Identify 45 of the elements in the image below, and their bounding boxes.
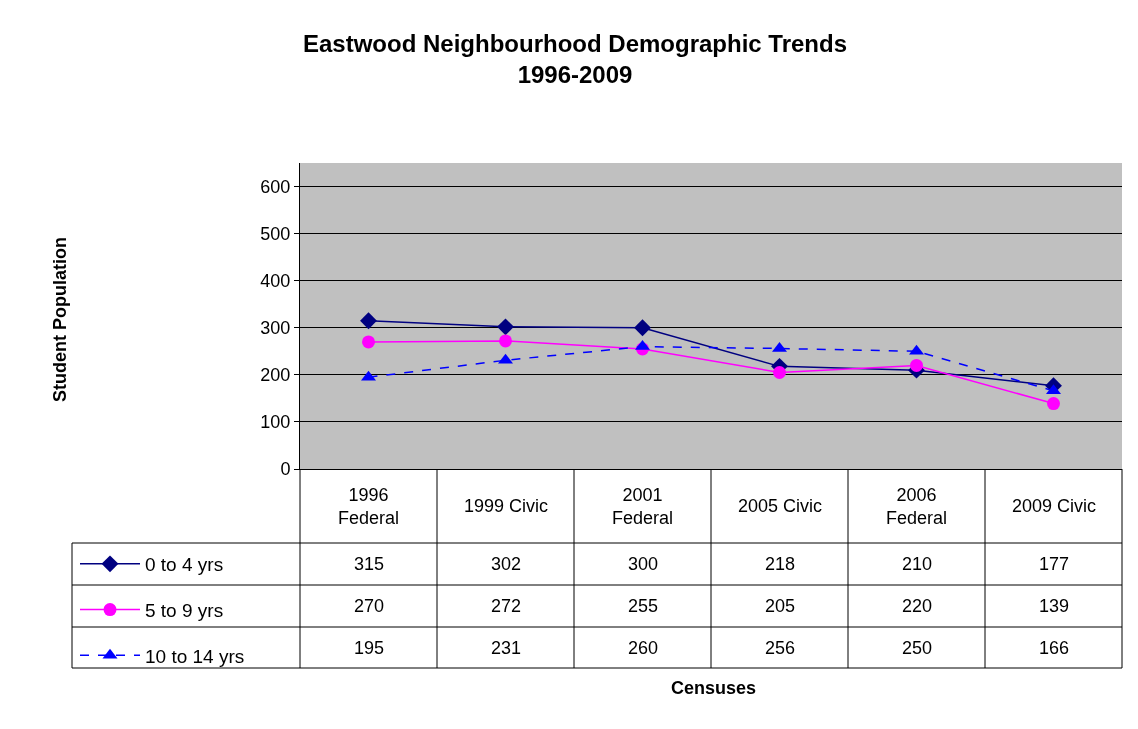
data-label: 260 xyxy=(628,638,659,658)
data-label: 256 xyxy=(765,638,796,658)
x-tick-label: 2001 Federal xyxy=(612,485,674,529)
point xyxy=(499,334,512,348)
data-label: 166 xyxy=(1039,638,1070,658)
data-label: 272 xyxy=(491,596,522,616)
data-label: 302 xyxy=(491,554,522,574)
y-tick-label: 200 xyxy=(260,365,291,386)
y-tick-label: 100 xyxy=(260,412,291,433)
data-label: 315 xyxy=(354,554,385,574)
x-tick-label: 2006 Federal xyxy=(886,485,948,529)
point xyxy=(910,358,923,372)
x-tick-label: 1999 Civic xyxy=(464,496,549,516)
point xyxy=(634,319,651,337)
y-tick-label: 300 xyxy=(260,318,291,339)
y-tick-label: 400 xyxy=(260,270,291,291)
data-label: 220 xyxy=(902,596,933,616)
point xyxy=(497,318,514,336)
legend-label: 10 to 14 yrs xyxy=(145,645,245,667)
x-tick-label: 2009 Civic xyxy=(1012,496,1097,516)
point xyxy=(362,335,375,349)
point xyxy=(360,312,377,330)
point xyxy=(773,365,786,379)
point xyxy=(1047,397,1060,411)
legend-label: 5 to 9 yrs xyxy=(145,599,224,621)
chart-title: Eastwood Neighbourhood Demographic Trends 1996-2009 xyxy=(303,30,848,89)
data-label: 250 xyxy=(902,638,933,658)
y-tick-label: 600 xyxy=(260,176,291,197)
data-label: 139 xyxy=(1039,596,1070,616)
data-label: 270 xyxy=(354,596,385,616)
y-tick-label: 0 xyxy=(280,459,291,480)
x-tick-label: 1996 Federal xyxy=(338,485,400,529)
data-label: 205 xyxy=(765,596,796,616)
text: Student Population xyxy=(50,237,70,402)
data-label: 231 xyxy=(491,638,522,658)
data-label: 210 xyxy=(902,554,933,574)
y-tick-label: 500 xyxy=(260,223,291,244)
legend-label: 0 to 4 yrs xyxy=(145,554,224,576)
text: Censuses xyxy=(671,678,757,698)
data-label: 255 xyxy=(628,596,659,616)
data-label: 300 xyxy=(628,554,659,574)
x-tick-label: 2005 Civic xyxy=(738,496,823,516)
data-label: 177 xyxy=(1039,554,1070,574)
data-label: 218 xyxy=(765,554,796,574)
data-label: 195 xyxy=(354,638,385,658)
